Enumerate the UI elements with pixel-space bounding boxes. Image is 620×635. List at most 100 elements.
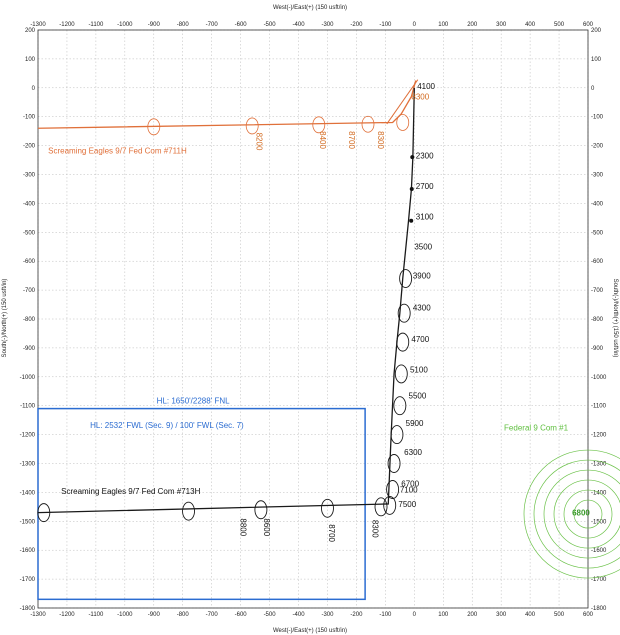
tick-label-y-left: -1400 xyxy=(20,490,36,496)
tick-label-x-top: -1200 xyxy=(59,22,75,28)
federal-9-ring xyxy=(563,489,613,539)
md-label-713h: 7500 xyxy=(398,500,416,509)
plot-frame xyxy=(37,29,589,609)
series-713h-point xyxy=(409,218,414,223)
md-label-711h: 8300 xyxy=(411,92,429,101)
series-713h-ellipse xyxy=(254,500,268,520)
tick-label-y-right: -1800 xyxy=(591,606,607,612)
tick-label-y-left: -1800 xyxy=(20,606,36,612)
md-label-713h: 4300 xyxy=(413,303,431,312)
tick-label-x-top: 500 xyxy=(554,22,565,28)
tick-label-x-bottom: -100 xyxy=(379,612,392,618)
md-label-713h: 6700 xyxy=(401,480,419,489)
tick-labels-bottom: -1300 -1200 -1100 -1000 -900 -800 -700 -600 -500… xyxy=(30,612,593,618)
tick-label-y-right: 0 xyxy=(591,86,595,92)
federal-9-ring xyxy=(523,449,620,579)
md-label-711h-rotated: 8400 xyxy=(318,131,327,149)
x-axis-title-bottom: West(-)/East(+) (150 usft/in) xyxy=(273,628,347,634)
tick-label-x-top: 600 xyxy=(583,22,594,28)
tick-label-x-bottom: -1000 xyxy=(117,612,133,618)
tick-label-y-right: -1100 xyxy=(591,404,607,410)
tick-label-y-right: 100 xyxy=(591,57,602,63)
series-federal-9-com-1 xyxy=(523,449,620,579)
federal-9-ring xyxy=(573,499,603,529)
md-label-711h-rotated: 8300 xyxy=(376,131,385,149)
md-label-713h: 3100 xyxy=(416,212,434,221)
md-label-713h: 6300 xyxy=(404,448,422,457)
md-label-713h: 5500 xyxy=(409,391,427,400)
md-label-713h: 2700 xyxy=(416,182,434,191)
md-label-713h: 7100 xyxy=(400,485,418,494)
series-713h-ellipse xyxy=(396,332,410,352)
md-label-713h-rotated: 8700 xyxy=(327,524,336,542)
tick-label-x-bottom: -400 xyxy=(293,612,306,618)
annotation-hardline-fwl: HL: 2532' FWL (Sec. 9) / 100' FWL (Sec. … xyxy=(90,421,244,430)
series-713h-ellipse xyxy=(37,503,51,523)
tick-label-x-top: 0 xyxy=(413,22,417,28)
md-label-713h-rotated: 8600 xyxy=(262,518,271,536)
tick-label-x-top: -400 xyxy=(293,22,306,28)
tick-label-x-top: -1100 xyxy=(88,22,104,28)
tick-label-y-right: -600 xyxy=(591,259,604,265)
series-713h-ellipse xyxy=(399,269,413,288)
tick-label-y-right: -1600 xyxy=(591,548,607,554)
md-label-711h-rotated: 8700 xyxy=(347,131,356,149)
series-711h-ellipse xyxy=(147,118,161,136)
md-label-711h-rotated: 8200 xyxy=(255,133,264,151)
series-711h-ellipse xyxy=(361,115,375,133)
tick-label-y-right: -200 xyxy=(591,144,604,150)
y-axis-title-right: South(-)/North(+) (150 usft/in) xyxy=(612,279,618,358)
federal-9-ring xyxy=(533,459,620,569)
tick-label-x-bottom: 400 xyxy=(525,612,536,618)
tick-label-y-left: -1100 xyxy=(20,404,36,410)
tick-label-y-right: 200 xyxy=(591,28,602,34)
label-federal-9-value: 6800 xyxy=(572,509,590,518)
series-713h-point xyxy=(409,186,414,191)
tick-label-y-right: -900 xyxy=(591,346,604,352)
tick-label-x-top: -500 xyxy=(264,22,277,28)
tick-label-x-bottom: 300 xyxy=(496,612,507,618)
tick-label-x-bottom: 100 xyxy=(438,612,449,618)
tick-label-y-right: -1700 xyxy=(591,577,607,583)
series-713h xyxy=(37,87,415,523)
series-713h-ellipse xyxy=(386,480,400,499)
tick-label-x-bottom: -300 xyxy=(321,612,334,618)
tick-label-x-bottom: 500 xyxy=(554,612,565,618)
tick-label-x-bottom: -200 xyxy=(350,612,363,618)
series-713h-ellipse xyxy=(383,495,397,515)
tick-label-y-left: -1300 xyxy=(20,462,36,468)
tick-label-x-top: -1000 xyxy=(117,22,133,28)
tick-label-y-right: -800 xyxy=(591,317,604,323)
tick-label-x-top: -100 xyxy=(379,22,392,28)
federal-9-ring xyxy=(553,479,620,549)
tick-label-y-right: -700 xyxy=(591,288,604,294)
tick-label-y-right: -1200 xyxy=(591,433,607,439)
y-axis-title-left: South(-)/North(+) (150 usft/in) xyxy=(2,279,8,358)
tick-label-y-left: -1000 xyxy=(20,375,36,381)
tick-labels-top: -1300 -1200 -1100 -1000 -900 -800 -700 -600 -500… xyxy=(30,22,593,28)
tick-label-x-top: -600 xyxy=(235,22,248,28)
tick-label-y-left: -300 xyxy=(23,173,36,179)
tick-label-x-bottom: -500 xyxy=(264,612,277,618)
tick-label-y-right: -1400 xyxy=(591,490,607,496)
tick-label-y-left: -1700 xyxy=(20,577,36,583)
tick-label-y-right: -400 xyxy=(591,201,604,207)
tick-label-x-bottom: -800 xyxy=(177,612,190,618)
md-label-713h: 3900 xyxy=(413,272,431,281)
tick-label-y-left: -100 xyxy=(23,115,36,121)
tick-label-x-bottom: 200 xyxy=(467,612,478,618)
tick-label-y-left: -800 xyxy=(23,317,36,323)
tick-label-y-left: -500 xyxy=(23,230,36,236)
series-711h xyxy=(37,79,419,136)
tick-label-x-bottom: -900 xyxy=(148,612,161,618)
tick-label-x-top: -300 xyxy=(321,22,334,28)
md-labels-711h: 8300 8200 8400 8700 8300 xyxy=(255,92,430,151)
md-label-713h: 5900 xyxy=(406,419,424,428)
tick-label-x-bottom: -1100 xyxy=(88,612,104,618)
grid xyxy=(37,29,589,609)
md-label-713h: 3500 xyxy=(414,243,432,252)
series-label-713h: Screaming Eagles 9/7 Fed Com #713H xyxy=(61,487,200,496)
series-713h-ellipse xyxy=(397,303,411,323)
